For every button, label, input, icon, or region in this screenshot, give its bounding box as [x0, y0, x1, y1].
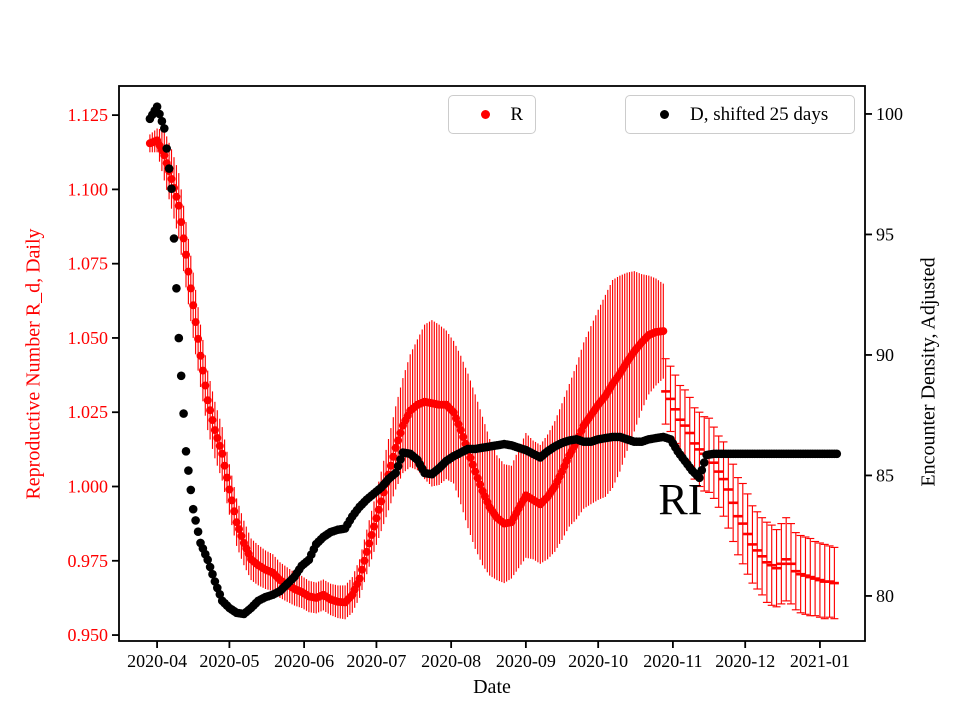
legend-r-label: R — [510, 103, 523, 125]
right-tick-label: 100 — [876, 104, 903, 124]
left-tick-label: 1.125 — [68, 105, 109, 125]
left-tick-label: 1.100 — [68, 179, 109, 199]
x-tick-label: 2020-11 — [643, 651, 702, 671]
r-series-dots — [145, 136, 668, 607]
right-tick-label: 85 — [876, 465, 894, 485]
x-tick-label: 2020-09 — [496, 651, 556, 671]
right-tick-label: 90 — [876, 345, 894, 365]
annotation-ri: RI — [658, 475, 702, 524]
left-axis-ticks: 1.125 1.100 1.075 1.050 1.025 1.000 0.975 0.950 — [68, 105, 119, 645]
left-tick-label: 1.050 — [68, 328, 109, 348]
left-tick-label: 1.025 — [68, 402, 109, 422]
legend-d-label: D, shifted 25 days — [690, 103, 829, 125]
x-tick-label: 2021-01 — [790, 651, 850, 671]
y-axis-label-right: Encounter Density, Adjusted — [917, 257, 940, 487]
x-axis-ticks: 2020-04 2020-05 2020-06 2020-07 2020-08 2020-… — [127, 641, 850, 671]
x-tick-label: 2020-04 — [127, 651, 187, 671]
y-axis-label-left: Reproductive Number R_d, Daily — [22, 228, 45, 500]
x-axis-label: Date — [473, 676, 511, 698]
d-series-dots — [145, 102, 842, 619]
r-series-errorbars — [149, 128, 664, 620]
left-tick-label: 1.075 — [68, 254, 109, 274]
left-tick-label: 0.950 — [68, 625, 109, 645]
r-series-marker-icon — [481, 110, 491, 119]
left-tick-label: 0.975 — [68, 551, 109, 571]
right-axis-ticks: 100 95 90 85 80 — [865, 104, 903, 606]
x-tick-label: 2020-10 — [568, 651, 628, 671]
right-tick-label: 80 — [876, 586, 894, 606]
legend-r: R — [448, 95, 536, 134]
r-tail-series — [661, 358, 839, 620]
x-tick-label: 2020-05 — [199, 651, 259, 671]
d-series-marker-icon — [659, 110, 669, 119]
legend-d: D, shifted 25 days — [625, 95, 855, 134]
right-tick-label: 95 — [876, 224, 894, 244]
x-tick-label: 2020-06 — [274, 651, 334, 671]
x-tick-label: 2020-07 — [346, 651, 406, 671]
left-tick-label: 1.000 — [68, 477, 109, 497]
plot-border — [118, 85, 866, 642]
legend-r-handle — [469, 110, 502, 119]
legend-d-handle — [646, 110, 682, 119]
x-tick-label: 2020-08 — [421, 651, 481, 671]
x-tick-label: 2020-12 — [715, 651, 775, 671]
